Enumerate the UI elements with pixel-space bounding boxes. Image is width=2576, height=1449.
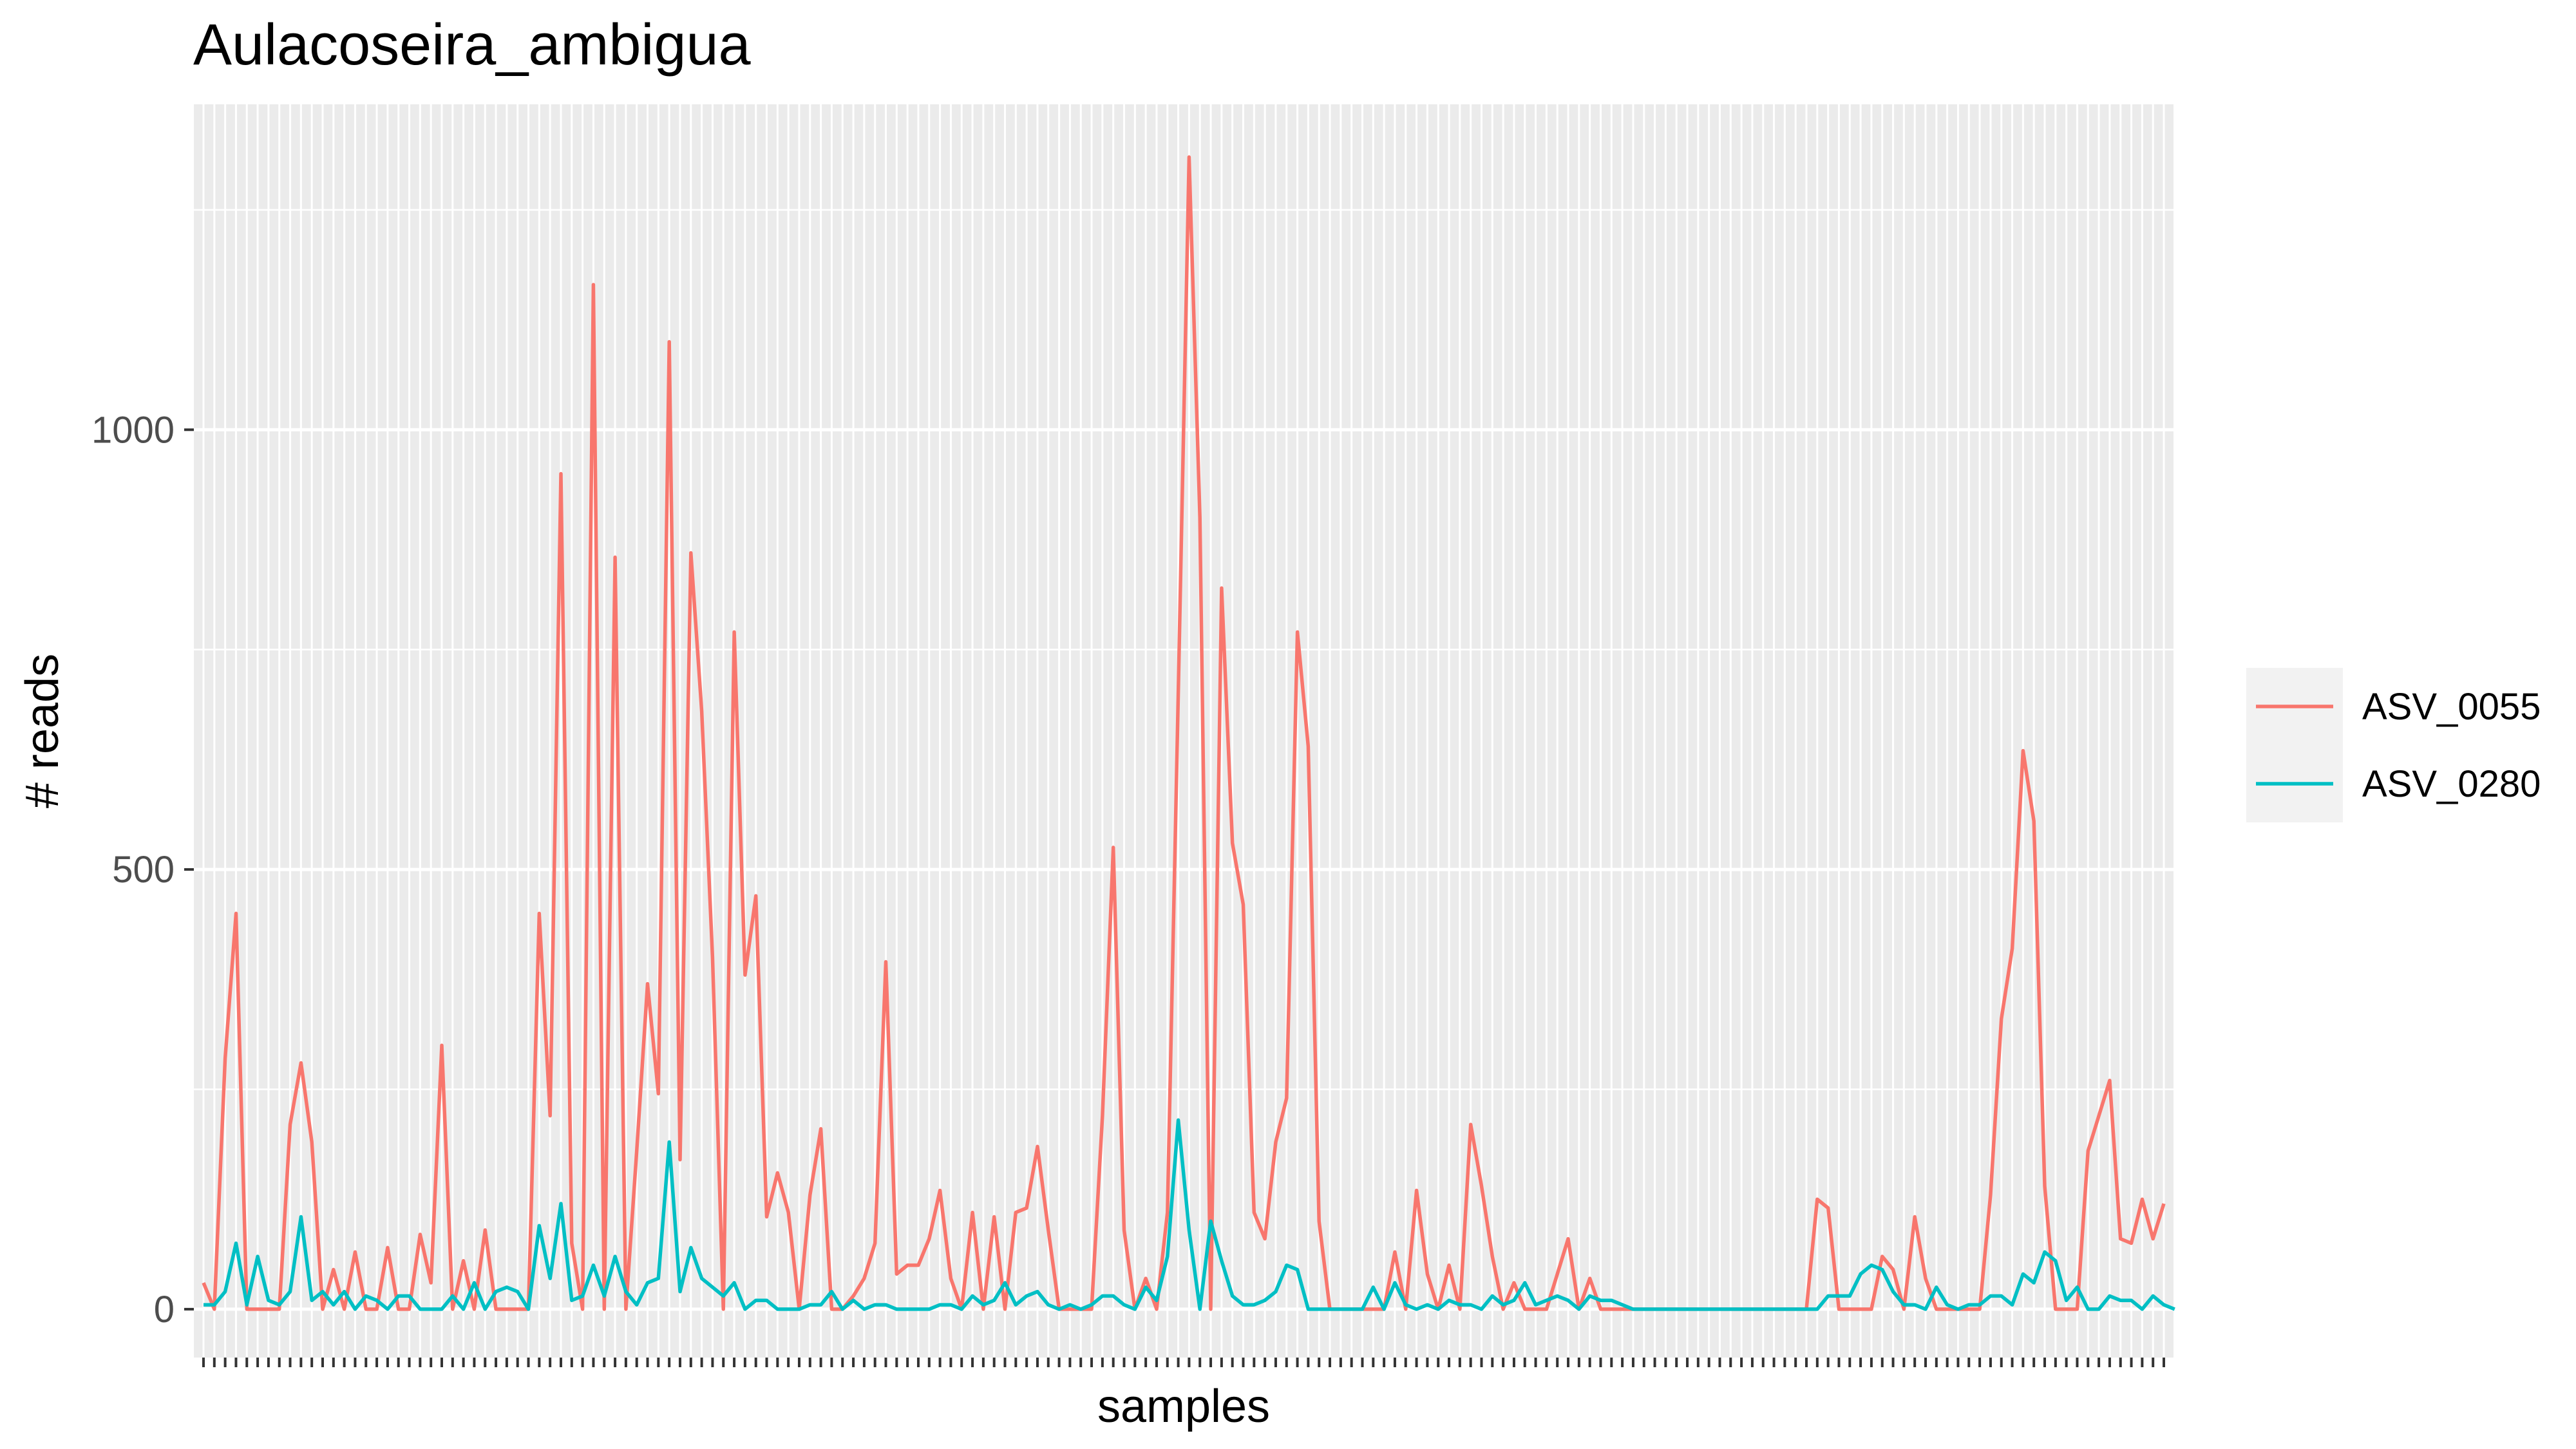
- chart-title: Aulacoseira_ambigua: [193, 13, 751, 77]
- series-line-asv-0280: [204, 1118, 2175, 1311]
- legend-label: ASV_0280: [2362, 763, 2541, 805]
- y-tick-label: 1000: [91, 409, 175, 451]
- legend: ASV_0055 ASV_0280: [2246, 668, 2541, 822]
- y-axis-title: # reads: [17, 654, 68, 808]
- x-axis-title: samples: [1097, 1381, 1270, 1432]
- x-axis: [202, 1358, 2165, 1367]
- series-line-asv-0055: [202, 155, 2166, 1311]
- plot-panel: [194, 104, 2174, 1358]
- y-tick-label: 0: [154, 1289, 175, 1331]
- y-tick-label: 500: [112, 849, 175, 891]
- legend-label: ASV_0055: [2362, 686, 2541, 728]
- y-axis: 0 500 1000: [91, 409, 194, 1331]
- series-lines: [202, 155, 2175, 1311]
